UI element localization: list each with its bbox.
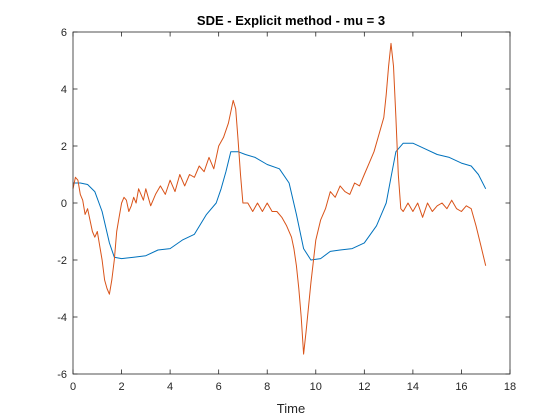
chart-title: SDE - Explicit method - mu = 3 [197,13,385,28]
y-tick-label: -2 [57,255,67,267]
ticks-layer: 0 2 4 6 8 10 12 14 16 18 -6 -4 -2 0 2 4 6 [57,27,516,393]
x-tick-label: 14 [407,381,419,393]
y-tick-label: 6 [61,27,67,39]
series-line-2 [72,42,487,355]
x-tick-label: 16 [455,381,467,393]
x-tick-label: 0 [70,381,76,393]
y-tick-label: -6 [57,369,67,381]
x-tick-label: 2 [118,381,124,393]
plot-background [73,32,510,374]
series-line-1 [73,142,487,261]
y-tick-label: 2 [61,141,67,153]
x-tick-label: 18 [504,381,516,393]
series-layer [72,42,487,355]
x-tick-label: 8 [264,381,270,393]
x-axis-title: Time [277,401,305,416]
x-tick-label: 12 [358,381,370,393]
plot-area [73,32,510,374]
x-tick-label: 4 [167,381,173,393]
x-tick-label: 10 [310,381,322,393]
y-tick-label: 0 [61,198,67,210]
x-tick-label: 6 [216,381,222,393]
y-tick-label: -4 [57,312,67,324]
y-tick-label: 4 [61,84,67,96]
